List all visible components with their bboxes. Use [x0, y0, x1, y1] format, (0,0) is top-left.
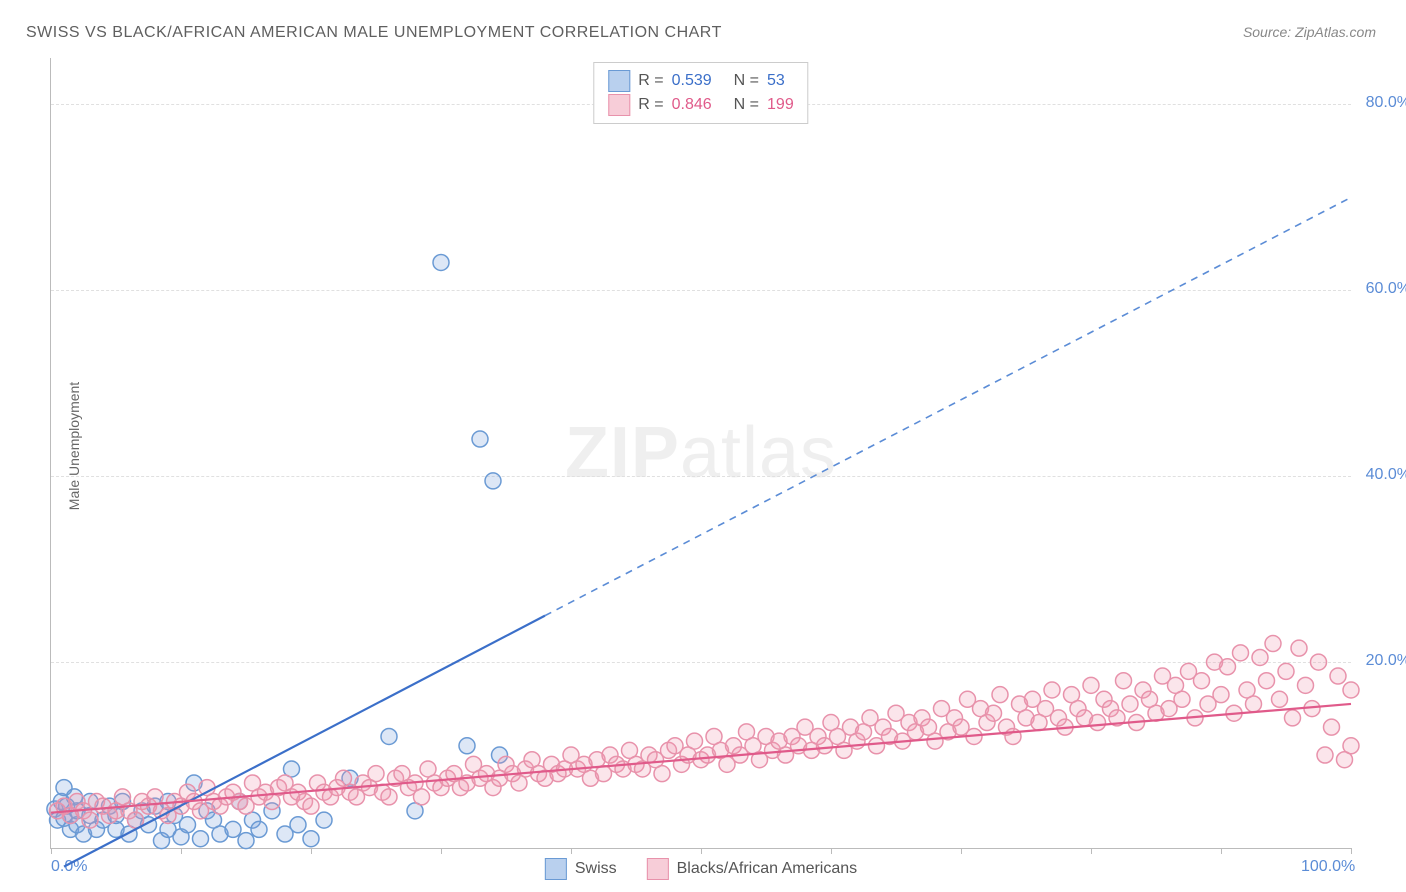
data-point: [485, 473, 501, 489]
legend-row-black: R = 0.846 N = 199: [608, 93, 793, 117]
data-point: [303, 831, 319, 847]
data-point: [1090, 715, 1106, 731]
scatter-svg: [51, 58, 1351, 848]
data-point: [251, 821, 267, 837]
legend-label-black: Blacks/African Americans: [677, 860, 858, 878]
data-point: [1194, 673, 1210, 689]
data-point: [1265, 636, 1281, 652]
data-point: [1330, 668, 1346, 684]
data-point: [381, 789, 397, 805]
data-point: [1343, 738, 1359, 754]
series-legend: Swiss Blacks/African Americans: [545, 858, 857, 880]
data-point: [1311, 654, 1327, 670]
data-point: [1220, 659, 1236, 675]
legend-item-black: Blacks/African Americans: [647, 858, 858, 880]
n-value-black: 199: [767, 93, 794, 117]
data-point: [1116, 673, 1132, 689]
swatch-black: [608, 94, 630, 116]
source-attribution: Source: ZipAtlas.com: [1243, 24, 1376, 40]
y-tick-label: 80.0%: [1366, 94, 1406, 112]
data-point: [1298, 677, 1314, 693]
data-point: [1233, 645, 1249, 661]
data-point: [1272, 691, 1288, 707]
data-point: [472, 431, 488, 447]
data-point: [1324, 719, 1340, 735]
data-point: [193, 831, 209, 847]
data-point: [316, 812, 332, 828]
y-tick-label: 20.0%: [1366, 652, 1406, 670]
legend-label-swiss: Swiss: [575, 860, 617, 878]
r-label-swiss: R =: [638, 69, 663, 93]
x-tick-label: 0.0%: [51, 858, 87, 876]
data-point: [238, 833, 254, 849]
y-tick-label: 60.0%: [1366, 280, 1406, 298]
data-point: [1278, 663, 1294, 679]
data-point: [1317, 747, 1333, 763]
n-label-swiss: N =: [734, 69, 759, 93]
data-point: [1259, 673, 1275, 689]
data-point: [381, 728, 397, 744]
data-point: [1285, 710, 1301, 726]
data-point: [180, 817, 196, 833]
n-label-black: N =: [734, 93, 759, 117]
data-point: [459, 738, 475, 754]
r-label-black: R =: [638, 93, 663, 117]
r-value-swiss: 0.539: [672, 69, 712, 93]
data-point: [368, 766, 384, 782]
legend-swatch-black: [647, 858, 669, 880]
data-point: [986, 705, 1002, 721]
n-value-swiss: 53: [767, 69, 785, 93]
data-point: [1343, 682, 1359, 698]
legend-item-swiss: Swiss: [545, 858, 617, 880]
x-tick-label: 100.0%: [1301, 858, 1355, 876]
data-point: [1246, 696, 1262, 712]
data-point: [303, 798, 319, 814]
data-point: [654, 766, 670, 782]
data-point: [1122, 696, 1138, 712]
data-point: [225, 821, 241, 837]
data-point: [1291, 640, 1307, 656]
data-point: [1083, 677, 1099, 693]
data-point: [1213, 687, 1229, 703]
data-point: [82, 812, 98, 828]
r-value-black: 0.846: [672, 93, 712, 117]
chart-title: SWISS VS BLACK/AFRICAN AMERICAN MALE UNE…: [26, 24, 722, 42]
correlation-legend: R = 0.539 N = 53 R = 0.846 N = 199: [593, 62, 808, 124]
y-tick-label: 40.0%: [1366, 466, 1406, 484]
swatch-swiss: [608, 70, 630, 92]
data-point: [1044, 682, 1060, 698]
data-point: [290, 817, 306, 833]
legend-row-swiss: R = 0.539 N = 53: [608, 69, 793, 93]
data-point: [992, 687, 1008, 703]
data-point: [433, 254, 449, 270]
plot-area: ZIPatlas 20.0%40.0%60.0%80.0% 0.0%100.0%…: [50, 58, 1351, 849]
data-point: [414, 789, 430, 805]
data-point: [1252, 649, 1268, 665]
data-point: [1174, 691, 1190, 707]
legend-swatch-swiss: [545, 858, 567, 880]
data-point: [687, 733, 703, 749]
chart-container: SWISS VS BLACK/AFRICAN AMERICAN MALE UNE…: [0, 0, 1406, 892]
